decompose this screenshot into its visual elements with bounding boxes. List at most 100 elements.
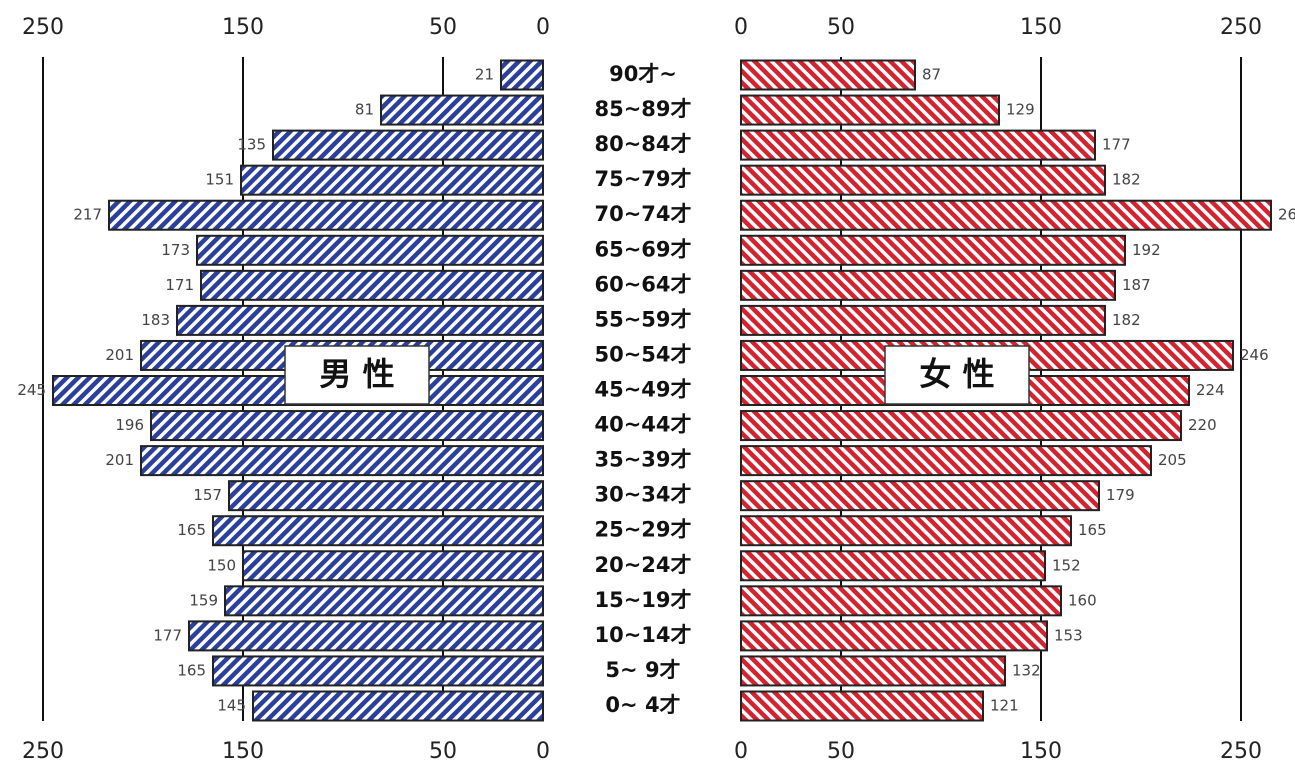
x-tick-label: 50 xyxy=(827,15,855,40)
x-tick-label: 150 xyxy=(222,739,264,764)
value-label: 152 xyxy=(1052,556,1081,574)
value-label: 159 xyxy=(189,591,218,609)
legend-box xyxy=(284,345,430,405)
value-label: 87 xyxy=(922,66,941,84)
category-label: 35~39才 xyxy=(594,448,691,472)
bar xyxy=(740,199,1272,231)
category-label: 85~89才 xyxy=(594,97,691,121)
bar xyxy=(380,94,544,126)
value-label: 187 xyxy=(1122,276,1151,294)
value-label: 179 xyxy=(1106,486,1135,504)
value-label: 196 xyxy=(115,416,144,434)
value-label: 217 xyxy=(73,206,102,224)
bar xyxy=(740,445,1152,477)
value-label: 173 xyxy=(161,241,190,259)
value-label: 121 xyxy=(990,697,1019,715)
bar xyxy=(196,234,544,266)
value-label: 201 xyxy=(105,451,134,469)
legend-label: 女 性 xyxy=(919,355,994,393)
bar xyxy=(740,410,1182,442)
category-label: 5~ 9才 xyxy=(605,658,680,682)
value-label: 205 xyxy=(1158,451,1187,469)
value-label: 220 xyxy=(1188,416,1217,434)
value-label: 245 xyxy=(17,381,46,399)
x-tick-label: 150 xyxy=(222,15,264,40)
bar xyxy=(740,129,1096,161)
category-label: 50~54才 xyxy=(594,342,691,366)
bar xyxy=(228,480,544,512)
category-label: 0~ 4才 xyxy=(605,693,680,717)
x-tick-label: 250 xyxy=(22,15,64,40)
value-label: 151 xyxy=(205,171,234,189)
x-tick-label: 0 xyxy=(734,739,748,764)
value-label: 201 xyxy=(105,346,134,364)
value-label: 135 xyxy=(237,136,266,154)
value-label: 21 xyxy=(475,66,494,84)
value-label: 157 xyxy=(193,486,222,504)
value-label: 165 xyxy=(177,521,206,539)
category-label: 80~84才 xyxy=(594,132,691,156)
category-label: 40~44才 xyxy=(594,413,691,437)
bar xyxy=(108,199,544,231)
category-label: 55~59才 xyxy=(594,307,691,331)
bar xyxy=(240,164,544,196)
bar xyxy=(140,445,544,477)
bar xyxy=(252,690,544,722)
value-label: 81 xyxy=(355,101,374,119)
bar xyxy=(272,129,544,161)
bar xyxy=(740,550,1046,582)
category-label: 90才~ xyxy=(609,62,677,86)
value-label: 192 xyxy=(1132,241,1161,259)
bar xyxy=(740,515,1072,547)
bar xyxy=(740,164,1106,196)
x-tick-label: 250 xyxy=(22,739,64,764)
bar xyxy=(740,94,1000,126)
x-tick-label: 50 xyxy=(827,739,855,764)
value-label: 171 xyxy=(165,276,194,294)
value-label: 145 xyxy=(217,697,246,715)
bar xyxy=(150,410,544,442)
category-label: 60~64才 xyxy=(594,272,691,296)
bar xyxy=(176,304,544,336)
value-label: 246 xyxy=(1240,346,1269,364)
bar xyxy=(740,690,984,722)
value-label: 265 xyxy=(1278,206,1295,224)
category-label: 75~79才 xyxy=(594,167,691,191)
value-label: 182 xyxy=(1112,311,1141,329)
bar xyxy=(212,515,544,547)
category-label: 25~29才 xyxy=(594,518,691,542)
value-label: 183 xyxy=(141,311,170,329)
bar xyxy=(740,234,1126,266)
value-label: 224 xyxy=(1196,381,1225,399)
bar xyxy=(740,620,1048,652)
category-label: 20~24才 xyxy=(594,553,691,577)
bar xyxy=(740,655,1006,687)
value-label: 182 xyxy=(1112,171,1141,189)
value-label: 160 xyxy=(1068,591,1097,609)
category-label: 45~49才 xyxy=(594,378,691,402)
bar xyxy=(740,585,1062,617)
legend-box xyxy=(884,345,1030,405)
bar xyxy=(212,655,544,687)
x-tick-label: 50 xyxy=(429,15,457,40)
bar xyxy=(224,585,544,617)
value-label: 132 xyxy=(1012,661,1041,679)
x-tick-label: 250 xyxy=(1220,739,1262,764)
value-label: 150 xyxy=(207,556,236,574)
x-tick-label: 0 xyxy=(734,15,748,40)
bar xyxy=(242,550,544,582)
value-label: 165 xyxy=(1078,521,1107,539)
x-tick-label: 150 xyxy=(1020,15,1062,40)
category-label: 10~14才 xyxy=(594,623,691,647)
x-tick-label: 50 xyxy=(429,739,457,764)
value-label: 129 xyxy=(1006,101,1035,119)
bar xyxy=(740,59,916,91)
bar xyxy=(500,59,544,91)
category-label: 70~74才 xyxy=(594,202,691,226)
category-label: 15~19才 xyxy=(594,588,691,612)
value-label: 165 xyxy=(177,661,206,679)
value-label: 177 xyxy=(1102,136,1131,154)
category-label: 30~34才 xyxy=(594,483,691,507)
category-label: 65~69才 xyxy=(594,237,691,261)
